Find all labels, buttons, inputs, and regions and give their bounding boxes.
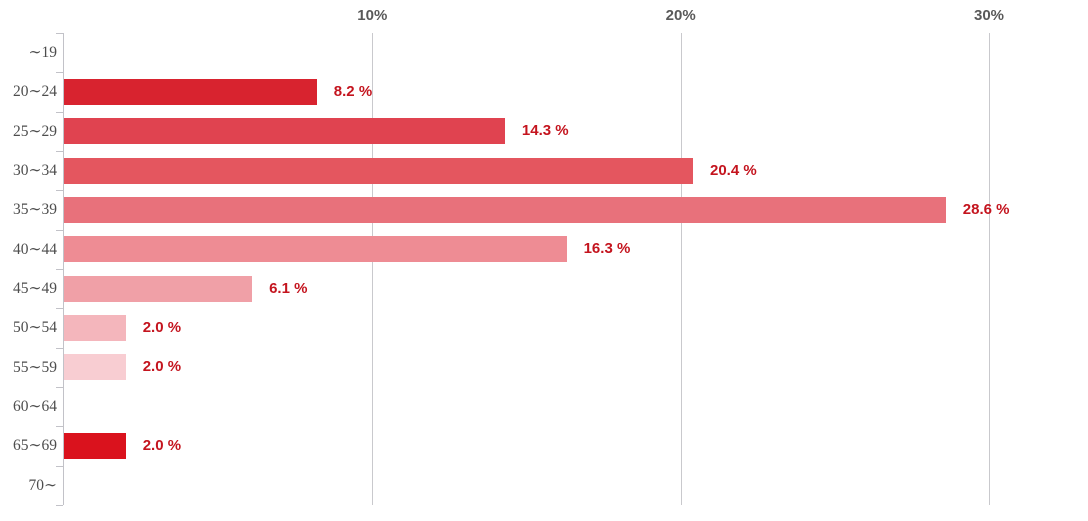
value-label: 20.4 % — [710, 161, 757, 179]
bar — [64, 157, 693, 184]
value-label: 8.2 % — [333, 83, 373, 100]
category-label: 70∼ — [28, 476, 58, 494]
y-axis-tick — [56, 151, 63, 152]
value-label: 2.0 % — [142, 358, 182, 376]
category-label: ∼19 — [28, 44, 58, 61]
value-label: 2.0 % — [142, 319, 182, 336]
value-label: 6.1 % — [269, 279, 308, 297]
y-axis-tick — [56, 387, 63, 388]
category-label: 40∼44 — [13, 240, 57, 258]
category-label: 20∼24 — [13, 83, 57, 101]
bar — [64, 118, 505, 145]
category-label: 30∼34 — [13, 162, 57, 179]
y-axis-tick — [56, 229, 63, 231]
y-axis-tick — [56, 426, 63, 428]
y-axis-tick — [56, 347, 63, 349]
value-label: 2.0 % — [142, 437, 182, 454]
category-label: 25∼29 — [13, 122, 57, 140]
bar — [64, 197, 946, 223]
value-label: 14.3 % — [521, 122, 569, 140]
category-label: 35∼39 — [13, 201, 57, 219]
bar — [64, 315, 126, 341]
gridline — [680, 33, 682, 505]
value-label: 28.6 % — [962, 201, 1010, 218]
x-axis-tick-label: 10% — [357, 7, 388, 24]
y-axis-tick — [56, 190, 63, 192]
bar — [64, 236, 567, 263]
y-axis-tick — [56, 269, 63, 270]
y-axis-tick — [56, 72, 63, 74]
y-axis-tick — [56, 308, 63, 310]
category-label: 50∼54 — [13, 319, 57, 337]
bar — [64, 79, 317, 105]
category-label: 55∼59 — [13, 358, 57, 376]
x-axis-tick-label: 20% — [665, 7, 696, 24]
bar — [64, 433, 126, 459]
x-axis-tick-label: 30% — [973, 7, 1005, 24]
category-label: 45∼49 — [13, 280, 57, 297]
gridline — [989, 33, 990, 505]
y-axis-line — [63, 33, 64, 505]
y-axis-tick — [56, 465, 63, 467]
category-label: 60∼64 — [13, 398, 57, 415]
bar — [64, 354, 126, 381]
bar — [64, 275, 253, 302]
y-axis-tick — [56, 505, 63, 506]
value-label: 16.3 % — [583, 240, 631, 258]
category-label: 65∼69 — [13, 437, 57, 455]
y-axis-tick — [56, 33, 63, 34]
gridline — [372, 33, 374, 505]
y-axis-tick — [56, 111, 63, 113]
